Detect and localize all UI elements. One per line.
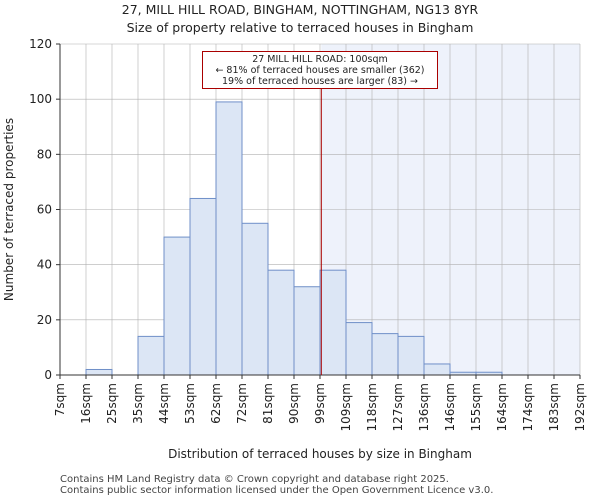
x-tick-label: 16sqm <box>79 383 93 424</box>
annotation-line-1: 27 MILL HILL ROAD: 100sqm <box>252 54 388 65</box>
x-axis-label: Distribution of terraced houses by size … <box>168 447 472 461</box>
x-tick-label: 127sqm <box>391 383 405 431</box>
bar-118sqm <box>371 333 399 376</box>
x-tick-label: 90sqm <box>287 383 301 424</box>
x-tick-label: 155sqm <box>469 383 483 431</box>
y-tick-label: 0 <box>44 368 52 382</box>
y-tick-label: 80 <box>37 147 52 161</box>
x-tick-label: 109sqm <box>339 383 353 431</box>
bar-136sqm <box>423 363 451 376</box>
x-tick-label: 174sqm <box>521 383 535 431</box>
x-tick-label: 62sqm <box>209 383 223 424</box>
y-tick-label: 100 <box>29 92 52 106</box>
bar-62sqm <box>215 101 243 376</box>
chart-subtitle: Size of property relative to terraced ho… <box>126 20 474 35</box>
annotation-line-3: 19% of terraced houses are larger (83) → <box>222 76 418 87</box>
x-tick-label: 192sqm <box>573 383 587 431</box>
annotation-line-2: ← 81% of terraced houses are smaller (36… <box>215 65 425 76</box>
y-tick-label: 40 <box>37 258 52 272</box>
chart-title: 27, MILL HILL ROAD, BINGHAM, NOTTINGHAM,… <box>121 2 479 17</box>
x-tick-label: 183sqm <box>547 383 561 431</box>
x-tick-label: 44sqm <box>157 383 171 424</box>
x-tick-label: 7sqm <box>53 383 67 416</box>
bar-72sqm <box>241 222 269 376</box>
x-tick-label: 81sqm <box>261 383 275 424</box>
y-tick-label: 120 <box>29 37 52 51</box>
bar-109sqm <box>345 322 373 376</box>
x-tick-label: 146sqm <box>443 383 457 431</box>
x-tick-label: 118sqm <box>365 383 379 431</box>
y-tick-label: 60 <box>37 203 52 217</box>
footer-line-2: Contains public sector information licen… <box>60 485 494 496</box>
annotation-box: 27 MILL HILL ROAD: 100sqm ← 81% of terra… <box>202 51 438 89</box>
bar-16sqm <box>85 368 113 376</box>
footer-line-1: Contains HM Land Registry data © Crown c… <box>60 474 449 485</box>
x-tick-label: 164sqm <box>495 383 509 431</box>
x-tick-label: 25sqm <box>105 383 119 424</box>
x-tick-label: 136sqm <box>417 383 431 431</box>
y-axis-label: Number of terraced properties <box>2 118 16 301</box>
x-tick-label: 72sqm <box>235 383 249 424</box>
bar-81sqm <box>267 269 295 376</box>
bar-90sqm <box>293 286 321 376</box>
y-tick-label: 20 <box>37 313 52 327</box>
bar-35sqm <box>137 335 165 376</box>
x-tick-label: 99sqm <box>313 383 327 424</box>
x-tick-label: 53sqm <box>183 383 197 424</box>
bar-44sqm <box>163 236 191 376</box>
x-tick-label: 35sqm <box>131 383 145 424</box>
bar-99sqm <box>319 269 347 376</box>
bar-127sqm <box>397 335 425 376</box>
bar-53sqm <box>189 197 217 376</box>
